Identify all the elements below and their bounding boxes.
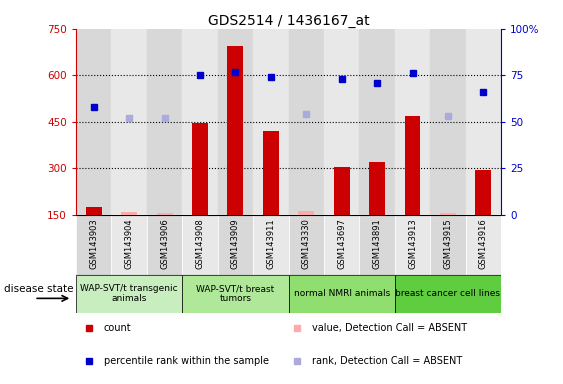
- Bar: [359, 29, 395, 215]
- Title: GDS2514 / 1436167_at: GDS2514 / 1436167_at: [208, 14, 369, 28]
- Bar: [289, 29, 324, 215]
- Bar: [253, 215, 289, 275]
- Bar: [253, 29, 289, 215]
- Bar: [289, 215, 324, 275]
- Bar: [359, 215, 395, 275]
- Text: GSM143903: GSM143903: [89, 218, 98, 269]
- Bar: [192, 123, 208, 215]
- Text: GSM143909: GSM143909: [231, 218, 240, 269]
- Bar: [227, 46, 243, 215]
- Text: GSM143916: GSM143916: [479, 218, 488, 269]
- Text: GSM143697: GSM143697: [337, 218, 346, 269]
- Bar: [430, 29, 466, 215]
- Bar: [430, 215, 466, 275]
- Text: breast cancer cell lines: breast cancer cell lines: [395, 289, 501, 298]
- Bar: [147, 215, 182, 275]
- Bar: [334, 167, 350, 215]
- Text: GSM143330: GSM143330: [302, 218, 311, 269]
- Bar: [147, 29, 182, 215]
- Bar: [395, 215, 430, 275]
- Text: GSM143904: GSM143904: [124, 218, 133, 269]
- Text: normal NMRI animals: normal NMRI animals: [293, 289, 390, 298]
- Text: GSM143906: GSM143906: [160, 218, 169, 269]
- Bar: [289, 275, 395, 313]
- Bar: [76, 29, 111, 215]
- Text: GSM143908: GSM143908: [195, 218, 204, 269]
- Bar: [440, 213, 456, 215]
- Text: WAP-SVT/t transgenic
animals: WAP-SVT/t transgenic animals: [81, 284, 178, 303]
- Bar: [218, 215, 253, 275]
- Text: count: count: [104, 323, 131, 333]
- Bar: [111, 29, 147, 215]
- Bar: [182, 29, 218, 215]
- Text: WAP-SVT/t breast
tumors: WAP-SVT/t breast tumors: [196, 284, 275, 303]
- Bar: [182, 275, 289, 313]
- Bar: [395, 29, 430, 215]
- Bar: [76, 275, 182, 313]
- Bar: [76, 215, 111, 275]
- Text: value, Detection Call = ABSENT: value, Detection Call = ABSENT: [312, 323, 467, 333]
- Bar: [86, 207, 102, 215]
- Bar: [263, 131, 279, 215]
- Text: GSM143915: GSM143915: [444, 218, 453, 269]
- Bar: [395, 275, 501, 313]
- Bar: [157, 214, 172, 215]
- Text: GSM143911: GSM143911: [266, 218, 275, 269]
- Text: rank, Detection Call = ABSENT: rank, Detection Call = ABSENT: [312, 356, 462, 366]
- Bar: [111, 215, 147, 275]
- Text: GSM143891: GSM143891: [373, 218, 382, 269]
- Bar: [466, 215, 501, 275]
- Bar: [121, 212, 137, 215]
- Bar: [324, 215, 359, 275]
- Bar: [405, 116, 421, 215]
- Text: disease state: disease state: [4, 284, 73, 294]
- Text: GSM143913: GSM143913: [408, 218, 417, 269]
- Bar: [324, 29, 359, 215]
- Bar: [369, 162, 385, 215]
- Bar: [298, 211, 314, 215]
- Bar: [475, 170, 491, 215]
- Bar: [466, 29, 501, 215]
- Bar: [182, 215, 218, 275]
- Text: percentile rank within the sample: percentile rank within the sample: [104, 356, 269, 366]
- Bar: [218, 29, 253, 215]
